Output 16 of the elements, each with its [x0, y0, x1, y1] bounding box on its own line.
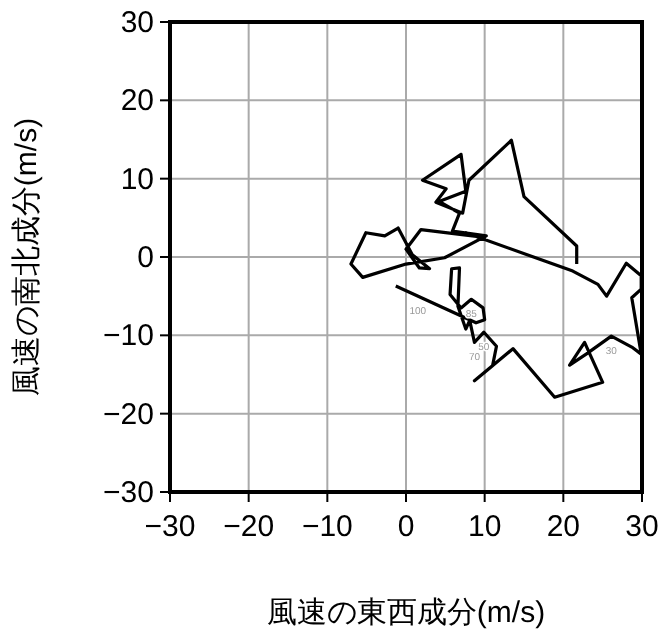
- x-axis-title: 風速の東西成分(m/s): [266, 596, 546, 630]
- y-tick-label: 0: [137, 241, 154, 275]
- x-tick-label: −20: [223, 510, 275, 544]
- y-axis-title: 風速の南北成分(m/s): [10, 117, 44, 397]
- x-tick-label: 20: [546, 510, 581, 544]
- y-tick-label: −20: [103, 397, 154, 432]
- y-tick-label: 20: [120, 84, 154, 119]
- y-tick-label: 10: [120, 162, 154, 197]
- x-tick-label: −10: [301, 510, 353, 544]
- x-tick-label: 30: [625, 510, 659, 544]
- y-tick-label: −10: [103, 319, 154, 354]
- y-tick-label: −30: [103, 476, 154, 510]
- x-tick-label: 10: [467, 510, 502, 544]
- y-tick-label: 30: [120, 6, 154, 40]
- x-tick-label: 0: [397, 510, 415, 544]
- x-tick-label: −30: [144, 510, 196, 544]
